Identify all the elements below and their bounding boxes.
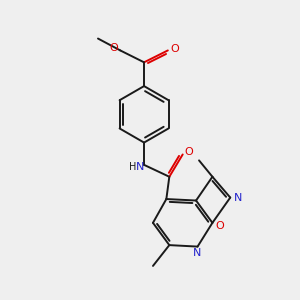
Text: O: O	[170, 44, 179, 54]
Text: N: N	[233, 193, 242, 202]
Text: O: O	[110, 43, 118, 53]
Text: N: N	[194, 248, 202, 257]
Text: O: O	[185, 147, 194, 157]
Text: N: N	[135, 162, 144, 172]
Text: H: H	[129, 162, 136, 172]
Text: O: O	[215, 221, 224, 231]
